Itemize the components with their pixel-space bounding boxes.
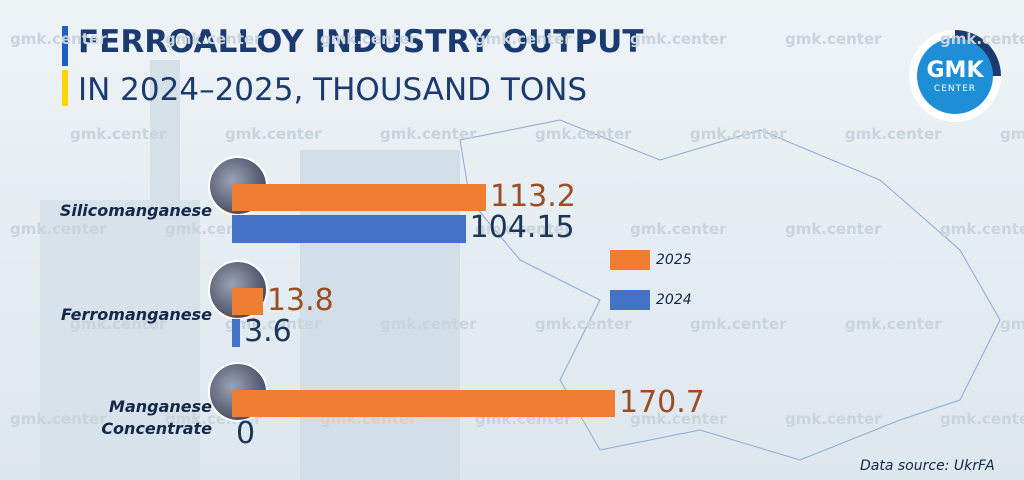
watermark: gmk.center bbox=[630, 30, 727, 48]
flag-yellow bbox=[62, 70, 68, 106]
value-label: 3.6 bbox=[244, 314, 292, 349]
watermark: gmk.center bbox=[380, 315, 477, 333]
value-label: 170.7 bbox=[619, 385, 705, 420]
value-label: 113.2 bbox=[489, 179, 576, 214]
flag-blue bbox=[62, 26, 68, 66]
bar bbox=[232, 288, 263, 315]
legend-label: 2025 bbox=[656, 252, 692, 268]
legend-label: 2024 bbox=[656, 292, 692, 308]
watermark: gmk.center bbox=[1000, 125, 1024, 143]
watermark: gmk.center bbox=[940, 410, 1024, 428]
bar bbox=[232, 215, 466, 243]
watermark: gmk.center bbox=[785, 410, 882, 428]
bar bbox=[232, 390, 615, 417]
logo-top: GMK bbox=[926, 58, 984, 83]
building bbox=[40, 200, 200, 480]
watermark: gmk.center bbox=[940, 30, 1024, 48]
watermark: gmk.center bbox=[845, 315, 942, 333]
category-label: Manganese Concentrate bbox=[101, 397, 212, 438]
watermark: gmk.center bbox=[225, 125, 322, 143]
watermark: gmk.center bbox=[10, 410, 107, 428]
category-label: Silicomanganese bbox=[59, 201, 212, 220]
watermark: gmk.center bbox=[535, 315, 632, 333]
watermark: gmk.center bbox=[475, 220, 572, 238]
watermark: gmk.center bbox=[630, 410, 727, 428]
watermark: gmk.center bbox=[475, 30, 572, 48]
source: Data source: UkrFA bbox=[860, 458, 995, 474]
watermark: gmk.center bbox=[165, 30, 262, 48]
watermark: gmk.center bbox=[785, 220, 882, 238]
watermark: gmk.center bbox=[10, 30, 107, 48]
map-outline bbox=[459, 119, 1001, 461]
logo-disc bbox=[917, 38, 993, 114]
watermark: gmk.center bbox=[70, 125, 167, 143]
watermark: gmk.center bbox=[940, 220, 1024, 238]
watermark: gmk.center bbox=[70, 315, 167, 333]
legend-swatch bbox=[610, 250, 650, 270]
chimney bbox=[150, 60, 180, 220]
watermark: gmk.center bbox=[320, 30, 417, 48]
watermark: gmk.center bbox=[690, 125, 787, 143]
bar bbox=[232, 184, 486, 211]
watermark: gmk.center bbox=[10, 220, 107, 238]
chart-subtitle: IN 2024–2025, THOUSAND TONS bbox=[78, 72, 588, 108]
chart-title: FERROALLOY INDUSTRY OUTPUT bbox=[78, 24, 644, 60]
value-label: 13.8 bbox=[266, 283, 334, 318]
watermark: gmk.center bbox=[225, 315, 322, 333]
watermark: gmk.center bbox=[845, 125, 942, 143]
logo-bottom: CENTER bbox=[933, 84, 977, 94]
watermark: gmk.center bbox=[1000, 315, 1024, 333]
watermark: gmk.center bbox=[630, 220, 727, 238]
legend-swatch bbox=[610, 290, 650, 310]
value-label: 104.15 bbox=[469, 210, 575, 245]
watermark: gmk.center bbox=[380, 125, 477, 143]
watermark: gmk.center bbox=[785, 30, 882, 48]
watermark: gmk.center bbox=[535, 125, 632, 143]
watermark: gmk.center bbox=[690, 315, 787, 333]
category-label: Ferromanganese bbox=[60, 305, 212, 324]
bar bbox=[232, 319, 241, 347]
value-label: 0 bbox=[236, 416, 256, 451]
